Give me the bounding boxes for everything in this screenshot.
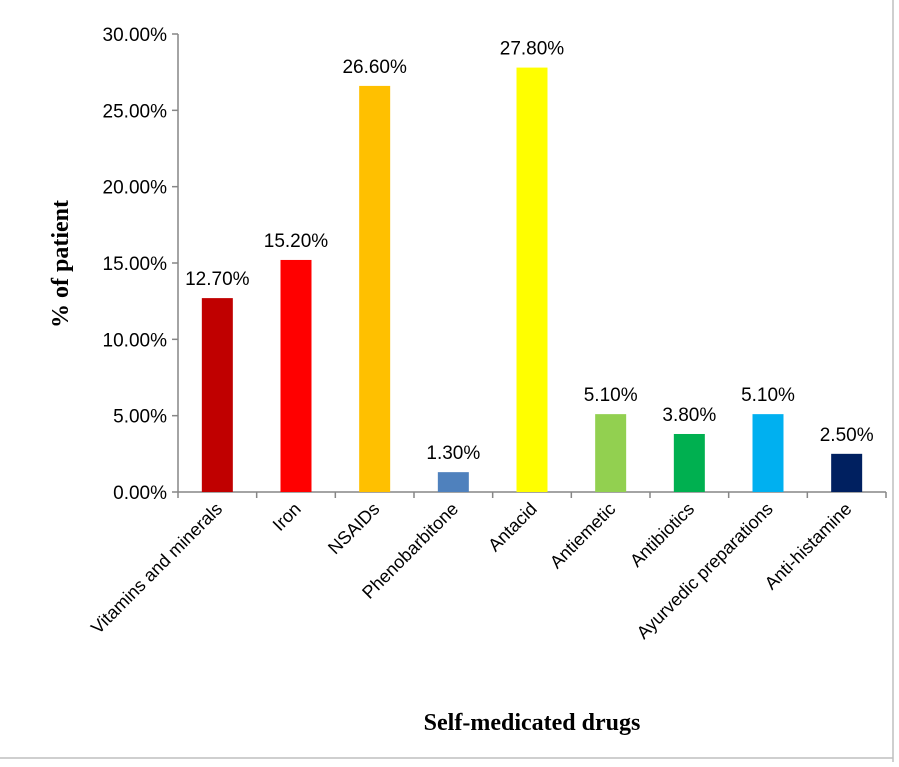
y-tick-label: 30.00% — [103, 25, 168, 46]
bar — [280, 259, 312, 492]
data-label: 1.30% — [426, 443, 480, 464]
y-axis-title: % of patient — [48, 200, 74, 328]
data-label: 27.80% — [500, 39, 565, 60]
data-label: 2.50% — [820, 425, 874, 446]
data-label: 5.10% — [584, 385, 638, 406]
data-label: 26.60% — [342, 57, 407, 78]
data-labels: 12.70% 15.20% 26.60% 1.30% 27.80% 5.10% 3.80% 5… — [185, 39, 874, 465]
bar — [673, 433, 705, 492]
bar — [359, 85, 391, 492]
y-tick-label: 25.00% — [103, 101, 168, 122]
data-label: 5.10% — [741, 385, 795, 406]
data-label: 12.70% — [185, 269, 250, 290]
y-axis: 0.00% 5.00% 10.00% 15.00% 20.00% 25.00% 30.00% — [103, 25, 179, 504]
bar — [201, 298, 233, 492]
x-axis-title: Self-medicated drugs — [424, 710, 641, 736]
y-tick-label: 0.00% — [113, 483, 167, 504]
bar — [516, 67, 548, 492]
data-label: 15.20% — [264, 231, 329, 252]
data-label: 3.80% — [662, 405, 716, 426]
bar — [831, 453, 863, 492]
bar — [752, 414, 784, 492]
bars — [201, 67, 863, 492]
y-tick-label: 15.00% — [103, 254, 168, 275]
bar — [595, 414, 627, 492]
y-tick-label: 20.00% — [103, 178, 168, 199]
y-tick-label: 5.00% — [113, 407, 167, 428]
y-tick-label: 10.00% — [103, 330, 168, 351]
bar — [437, 472, 469, 492]
